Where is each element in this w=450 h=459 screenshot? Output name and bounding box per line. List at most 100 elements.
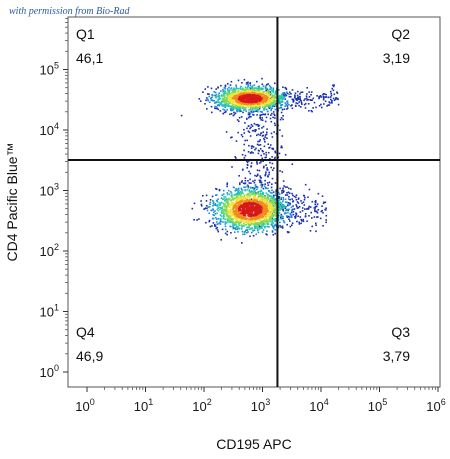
event-dot bbox=[245, 196, 247, 198]
event-dot bbox=[267, 101, 269, 104]
event-dot bbox=[220, 211, 223, 213]
event-dot bbox=[309, 206, 312, 208]
event-dot bbox=[281, 225, 284, 228]
event-dot bbox=[254, 226, 256, 228]
event-dot bbox=[296, 94, 299, 97]
event-dot bbox=[240, 110, 242, 112]
event-dot bbox=[261, 208, 263, 210]
event-dot bbox=[256, 106, 259, 109]
event-dot bbox=[325, 209, 327, 211]
event-dot bbox=[260, 186, 263, 189]
event-dot bbox=[256, 95, 258, 98]
event-dot bbox=[216, 107, 218, 110]
event-dot bbox=[315, 224, 317, 226]
event-dot bbox=[300, 218, 302, 221]
event-dot bbox=[306, 87, 308, 89]
event-dot bbox=[305, 95, 308, 97]
event-dot bbox=[251, 193, 254, 196]
event-dot bbox=[270, 212, 272, 215]
event-dot bbox=[286, 103, 288, 105]
event-dot bbox=[224, 88, 226, 90]
event-dot bbox=[258, 107, 261, 110]
event-dot bbox=[230, 80, 233, 83]
event-dot bbox=[224, 199, 227, 201]
event-dot bbox=[264, 187, 267, 190]
event-dot bbox=[230, 210, 232, 213]
event-dot bbox=[311, 200, 314, 203]
event-dot bbox=[232, 223, 234, 226]
event-dot bbox=[253, 217, 256, 219]
event-dot bbox=[273, 97, 276, 99]
event-dot bbox=[243, 132, 246, 134]
event-dot bbox=[216, 208, 219, 211]
event-dot bbox=[287, 211, 289, 214]
event-dot bbox=[268, 181, 271, 184]
event-dot bbox=[256, 225, 259, 228]
event-dot bbox=[211, 111, 213, 114]
event-dot bbox=[251, 106, 253, 109]
event-dot bbox=[238, 198, 241, 200]
event-dot bbox=[231, 166, 233, 168]
event-dot bbox=[226, 233, 228, 236]
event-dot bbox=[258, 105, 261, 108]
event-dot bbox=[260, 181, 263, 184]
event-dot bbox=[255, 129, 257, 131]
event-dot bbox=[222, 93, 225, 96]
event-dot bbox=[291, 222, 294, 224]
event-dot bbox=[314, 209, 316, 211]
event-dot bbox=[253, 223, 255, 225]
event-dot bbox=[232, 103, 235, 106]
event-dot bbox=[266, 128, 268, 130]
event-dot bbox=[291, 198, 293, 200]
event-dot bbox=[222, 210, 225, 213]
event-dot bbox=[228, 193, 231, 196]
event-dot bbox=[220, 197, 223, 199]
event-dot bbox=[252, 220, 254, 222]
event-dot bbox=[296, 205, 298, 208]
event-dot bbox=[263, 222, 266, 224]
event-dot bbox=[277, 191, 280, 194]
event-dot bbox=[252, 180, 254, 182]
event-dot bbox=[303, 194, 305, 197]
event-dot bbox=[267, 209, 269, 212]
event-dot bbox=[260, 209, 262, 211]
event-dot bbox=[316, 216, 318, 218]
event-dot bbox=[234, 231, 236, 233]
event-dot bbox=[266, 221, 269, 223]
event-dot bbox=[248, 144, 250, 147]
event-dot bbox=[282, 210, 285, 212]
x-tick-label: 100 bbox=[75, 397, 94, 414]
event-dot bbox=[243, 207, 246, 209]
event-dot bbox=[251, 111, 253, 114]
event-dot bbox=[291, 209, 293, 211]
event-dot bbox=[255, 203, 258, 206]
event-dot bbox=[239, 98, 242, 100]
event-dot bbox=[221, 207, 223, 209]
event-dot bbox=[264, 87, 267, 89]
event-dot bbox=[227, 198, 230, 200]
event-dot bbox=[247, 130, 250, 132]
event-dot bbox=[265, 156, 267, 158]
event-dot bbox=[267, 175, 269, 178]
event-dot bbox=[296, 102, 299, 105]
event-dot bbox=[247, 205, 250, 208]
event-dot bbox=[268, 204, 270, 207]
event-dot bbox=[324, 96, 327, 98]
event-dot bbox=[220, 84, 222, 87]
event-dot bbox=[226, 200, 229, 203]
event-dot bbox=[243, 149, 245, 152]
event-dot bbox=[235, 188, 238, 190]
event-dot bbox=[240, 96, 243, 99]
event-dot bbox=[264, 217, 267, 219]
event-dot bbox=[275, 103, 277, 105]
event-dot bbox=[225, 102, 227, 104]
event-dot bbox=[214, 194, 217, 196]
event-dot bbox=[280, 145, 283, 147]
event-dot bbox=[222, 216, 225, 219]
event-dot bbox=[246, 103, 248, 105]
event-dot bbox=[300, 200, 302, 202]
event-dot bbox=[283, 190, 285, 192]
event-dot bbox=[256, 210, 258, 212]
event-dot bbox=[214, 203, 217, 205]
event-dot bbox=[222, 217, 225, 220]
